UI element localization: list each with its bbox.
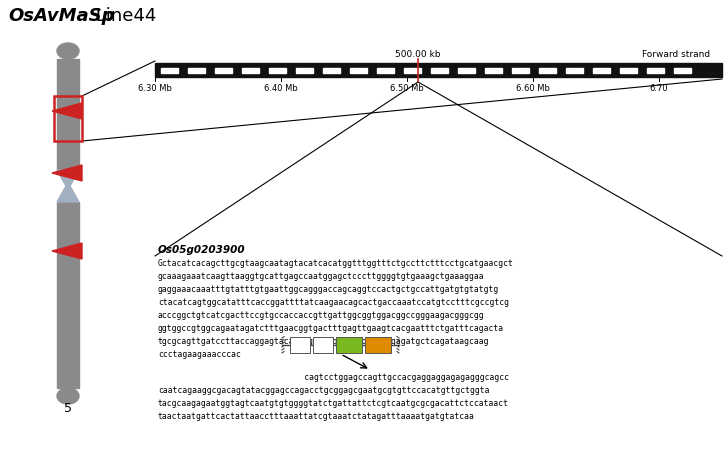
Text: gaggaaacaaatttgtatttgtgaattggcagggaccagcaggtccactgctgccattgatgtgtatgtg: gaggaaacaaatttgtatttgtgaattggcagggaccagc…: [158, 285, 500, 293]
Text: ctacatcagtggcatatttcaccggattttatcaagaacagcactgaccaaatccatgtcctttcgccgtcg: ctacatcagtggcatatttcaccggattttatcaagaaca…: [158, 297, 509, 306]
Bar: [365, 337, 391, 353]
Text: caatcagaaggcgacagtatacggagccagacctgcggagcgaatgcgtgttccacatgttgctggta: caatcagaaggcgacagtatacggagccagacctgcggag…: [158, 385, 489, 394]
Text: Forward strand: Forward strand: [642, 50, 710, 59]
Text: tgcgcagttgatccttaccaggagtacaatagagtcgaagccggcacggagatgctcagataagcaag: tgcgcagttgatccttaccaggagtacaatagagtcgaag…: [158, 336, 489, 345]
Text: acccggctgtcatcgacttccgtgccaccaccgttgattggcggtggacggccgggaagacgggcgg: acccggctgtcatcgacttccgtgccaccaccgttgattg…: [158, 310, 484, 319]
Bar: [290, 337, 310, 353]
Text: Line44: Line44: [90, 7, 157, 25]
Text: 500.00 kb: 500.00 kb: [395, 50, 441, 59]
Bar: [431, 69, 448, 74]
Bar: [512, 69, 529, 74]
Bar: [313, 337, 333, 353]
Bar: [404, 69, 421, 74]
Bar: [323, 69, 340, 74]
Text: Gctacatcacagcttgcgtaagcaatagtacatcacatggtttggtttctgccttctttcctgcatgaacgct: Gctacatcacagcttgcgtaagcaatagtacatcacatgg…: [158, 258, 514, 267]
Text: taactaatgattcactattaacctttaaattatcgtaaatctatagatttaaaatgatgtatcaa: taactaatgattcactattaacctttaaattatcgtaaat…: [158, 411, 475, 420]
Text: 6.60 Mb: 6.60 Mb: [516, 84, 550, 93]
Bar: [296, 69, 313, 74]
Polygon shape: [52, 104, 82, 120]
Bar: [188, 69, 205, 74]
Bar: [155, 64, 722, 78]
Bar: [620, 69, 637, 74]
Bar: [593, 69, 610, 74]
Bar: [485, 69, 502, 74]
Text: ccctagaagaaacccac: ccctagaagaaacccac: [158, 349, 241, 358]
Bar: [54, 97, 82, 142]
Text: 6.50 Mb: 6.50 Mb: [390, 84, 424, 93]
Text: ggtggccgtggcagaatagatctttgaacggtgactttgagttgaagtcacgaatttctgatttcagacta: ggtggccgtggcagaatagatctttgaacggtgactttga…: [158, 323, 504, 332]
Text: tacgcaagagaatggtagtcaatgtgtggggtatctgattattctcgtcaatgcgcgacattctccataact: tacgcaagagaatggtagtcaatgtgtggggtatctgatt…: [158, 398, 509, 407]
Text: 6.40 Mb: 6.40 Mb: [264, 84, 298, 93]
Bar: [350, 69, 367, 74]
Polygon shape: [52, 166, 82, 182]
Bar: [647, 69, 664, 74]
Bar: [57, 60, 79, 173]
Bar: [674, 69, 691, 74]
Text: OsAvMaSp: OsAvMaSp: [8, 7, 115, 25]
Text: 5: 5: [64, 401, 72, 414]
Bar: [215, 69, 232, 74]
Bar: [57, 202, 79, 388]
Text: gcaaagaaatcaagttaaggtgcattgagccaatggagctcccttggggtgtgaaagctgaaaggaa: gcaaagaaatcaagttaaggtgcattgagccaatggagct…: [158, 272, 484, 281]
Polygon shape: [52, 244, 82, 259]
Bar: [566, 69, 583, 74]
Text: Os05g0203900: Os05g0203900: [158, 244, 246, 254]
Bar: [336, 337, 362, 353]
Ellipse shape: [57, 44, 79, 60]
Text: 6.70: 6.70: [650, 84, 668, 93]
Bar: [161, 69, 178, 74]
Bar: [242, 69, 259, 74]
Bar: [269, 69, 286, 74]
Bar: [458, 69, 475, 74]
Bar: [539, 69, 556, 74]
Bar: [377, 69, 394, 74]
Text: 6.30 Mb: 6.30 Mb: [138, 84, 172, 93]
Polygon shape: [57, 170, 79, 202]
Ellipse shape: [57, 388, 79, 404]
Text: cagtcctggagccagttgccacgaggaggagagagggcagcc: cagtcctggagccagttgccacgaggaggagagagggcag…: [158, 372, 509, 381]
